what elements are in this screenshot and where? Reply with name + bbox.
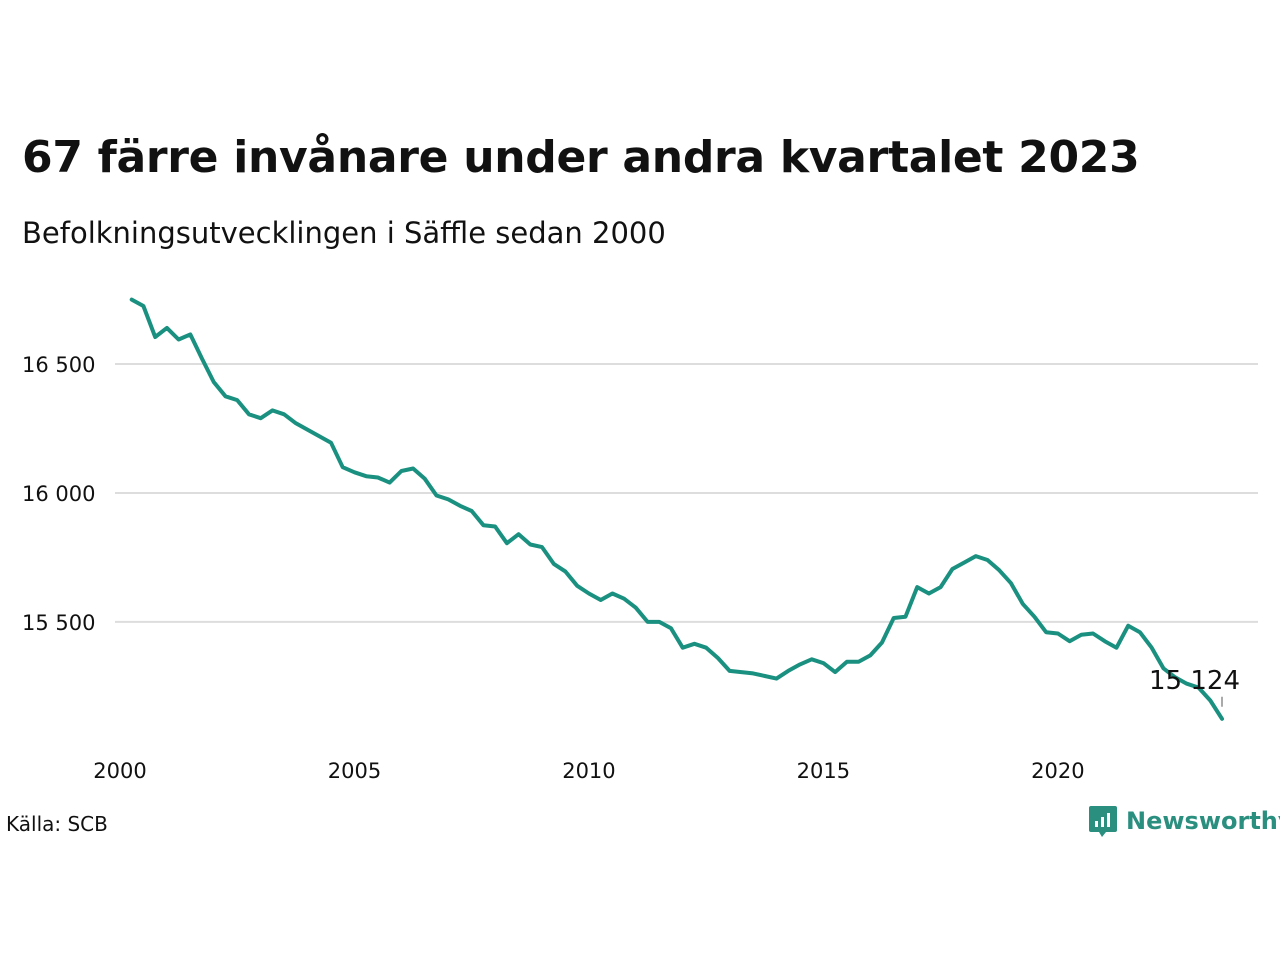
series-line-population	[129, 297, 1224, 721]
x-tick-label: 2000	[93, 759, 146, 783]
x-tick-label: 2020	[1031, 759, 1084, 783]
x-tick-label: 2015	[797, 759, 850, 783]
y-tick-label: 16 000	[22, 482, 95, 506]
brand-name: Newsworthy	[1126, 807, 1280, 835]
brand-logo: Newsworthy	[1088, 804, 1280, 838]
y-axis-ticks: 15 500 16 000 16 500	[22, 353, 95, 635]
source-note: Källa: SCB	[6, 812, 108, 836]
x-tick-label: 2010	[562, 759, 615, 783]
chart-subtitle: Befolkningsutvecklingen i Säffle sedan 2…	[22, 216, 666, 250]
newsworthy-logo-icon	[1089, 806, 1117, 837]
gridlines	[115, 363, 1258, 623]
end-value-label: 15 124	[1149, 666, 1240, 696]
y-tick-label: 16 500	[22, 353, 95, 377]
x-tick-label: 2005	[328, 759, 381, 783]
y-tick-label: 15 500	[22, 611, 95, 635]
chart-title: 67 färre invånare under andra kvartalet …	[22, 132, 1140, 183]
x-axis-ticks: 2000 2005 2010 2015 2020	[93, 759, 1084, 783]
